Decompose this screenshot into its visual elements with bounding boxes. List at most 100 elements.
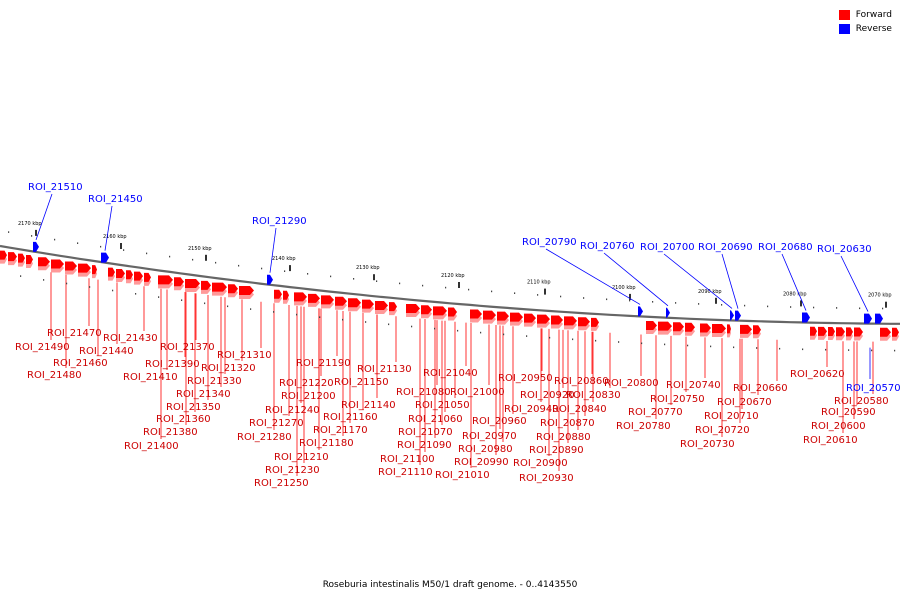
forward-gene: [0, 250, 7, 260]
forward-gene-label: ROI_21150: [334, 377, 389, 388]
scale-dot: [871, 349, 873, 352]
scale-dot: [526, 335, 528, 337]
reverse-gene: [875, 313, 883, 324]
forward-gene-label: ROI_20620: [790, 369, 845, 380]
forward-gene: [497, 311, 509, 321]
reverse-gene: [267, 274, 273, 285]
forward-gene: [433, 306, 447, 316]
scale-dot: [100, 245, 102, 248]
kbp-tick-label: 2080 kbp: [783, 291, 807, 297]
forward-gene: [470, 309, 482, 319]
forward-gene: [646, 321, 657, 331]
forward-gene: [116, 269, 125, 279]
scale-dot: [457, 329, 459, 332]
forward-gene-label: ROI_21230: [265, 465, 320, 476]
kbp-tick-label: 2120 kbp: [441, 273, 465, 279]
kbp-tick: [289, 265, 291, 272]
forward-gene-label: ROI_20920: [520, 390, 575, 401]
forward-gene-label: ROI_21280: [237, 432, 292, 443]
scale-dot: [376, 280, 378, 282]
forward-gene: [740, 324, 752, 334]
forward-gene: [727, 324, 731, 334]
kbp-tick-label: 2090 kbp: [698, 289, 722, 295]
forward-gene-label: ROI_21340: [176, 389, 231, 400]
forward-genes: [0, 250, 899, 341]
reverse-gene: [864, 313, 872, 324]
forward-gene: [483, 310, 496, 320]
legend-item-forward: Forward: [838, 8, 892, 22]
forward-gene-label: ROI_21380: [143, 427, 198, 438]
forward-gene: [78, 263, 91, 273]
forward-gene-label: ROI_20870: [540, 418, 595, 429]
forward-gene-label: ROI_20780: [616, 421, 671, 432]
forward-gene-label: ROI_21190: [296, 358, 351, 369]
scale-dot: [802, 348, 804, 351]
reverse-gene-label: ROI_21450: [88, 194, 143, 205]
scale-dot: [250, 308, 252, 310]
forward-gene: [406, 303, 420, 313]
forward-gene-label: ROI_21360: [156, 414, 211, 425]
reverse-leader-line: [663, 253, 733, 309]
scale-dot: [572, 338, 574, 341]
forward-gene-label: ROI_21240: [265, 405, 320, 416]
forward-gene-label: ROI_21390: [145, 359, 200, 370]
forward-gene: [185, 279, 200, 289]
scale-dot: [894, 349, 896, 352]
forward-gene: [134, 271, 143, 281]
genome-caption: Roseburia intestinalis M50/1 draft genom…: [322, 580, 578, 590]
forward-gene: [564, 316, 577, 326]
forward-gene-label: ROI_20930: [519, 473, 574, 484]
forward-gene-label: ROI_21180: [299, 438, 354, 449]
reverse-gene-label: ROI_20680: [758, 242, 813, 253]
forward-gene-label: ROI_21160: [323, 412, 378, 423]
scale-dot: [629, 299, 631, 302]
forward-gene-label: ROI_20990: [454, 457, 509, 468]
scale-dot: [583, 297, 585, 299]
scale-dot: [8, 231, 10, 233]
forward-gene-label: ROI_21320: [201, 363, 256, 374]
scale-dot: [825, 348, 827, 351]
reverse-gene: [730, 310, 734, 321]
forward-gene-label: ROI_21060: [408, 414, 463, 425]
scale-dot: [353, 278, 355, 280]
scale-dot: [422, 284, 424, 287]
scale-dot: [319, 316, 321, 318]
scale-dot: [227, 305, 229, 308]
forward-gene: [92, 265, 97, 275]
scale-dot: [491, 290, 493, 293]
forward-gene: [228, 284, 238, 294]
kbp-tick-label: 2130 kbp: [356, 265, 380, 271]
forward-gene: [18, 253, 25, 263]
kbp-tick-label: 2150 kbp: [188, 246, 212, 252]
forward-gene: [510, 312, 523, 322]
forward-gene: [448, 307, 457, 317]
forward-gene: [108, 267, 115, 277]
scale-dot: [89, 286, 91, 288]
kbp-tick-label: 2160 kbp: [103, 234, 127, 240]
forward-gene: [239, 285, 254, 295]
scale-dot: [399, 282, 401, 285]
forward-gene-label: ROI_21070: [398, 427, 453, 438]
legend-label-reverse: Reverse: [855, 24, 892, 34]
forward-gene-label: ROI_20740: [666, 380, 721, 391]
forward-gene-label: ROI_21200: [281, 391, 336, 402]
forward-gene: [712, 323, 726, 333]
reverse-leader-lines: [35, 193, 871, 379]
forward-gene-label: ROI_21130: [357, 364, 412, 375]
scale-dot: [882, 307, 884, 310]
kbp-tick: [120, 243, 122, 249]
forward-gene-label: ROI_21140: [341, 400, 396, 411]
forward-gene: [158, 275, 173, 285]
legend: Forward Reverse: [838, 8, 892, 36]
scale-dot: [273, 311, 275, 313]
scale-dot: [537, 294, 539, 296]
scale-dot: [549, 336, 551, 339]
forward-gene: [880, 327, 891, 337]
forward-gene: [375, 300, 388, 310]
forward-gene: [174, 277, 184, 287]
forward-gene-label: ROI_20900: [513, 458, 568, 469]
scale-dot: [744, 304, 746, 307]
scale-dot: [859, 307, 861, 310]
forward-gene-label: ROI_20960: [472, 416, 527, 427]
genome-backbone: [0, 244, 900, 325]
